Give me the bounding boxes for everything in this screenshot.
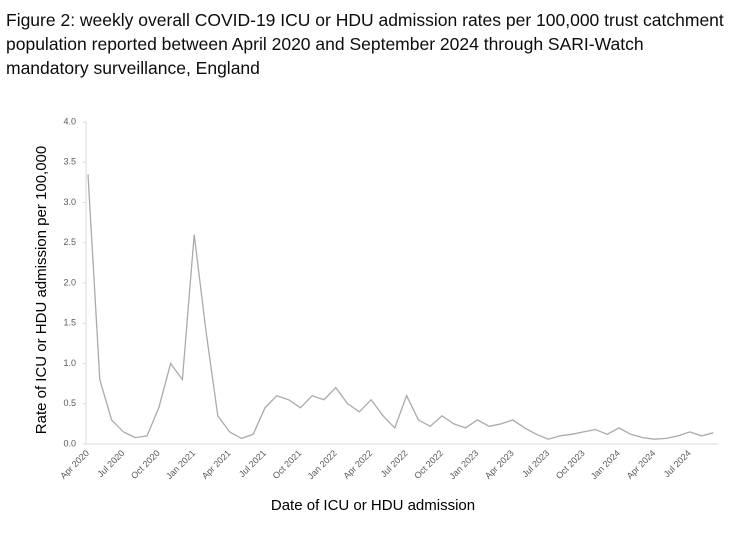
x-tick-label: Jul 2024 — [662, 448, 693, 479]
x-tick-label: Apr 2020 — [58, 448, 91, 481]
x-tick-label: Oct 2023 — [554, 448, 587, 481]
chart-title: Figure 2: weekly overall COVID-19 ICU or… — [6, 10, 724, 78]
x-tick-label: Jul 2023 — [520, 448, 551, 479]
x-tick-label: Jan 2023 — [447, 448, 480, 481]
y-tick-label: 2.0 — [63, 277, 76, 287]
y-tick-label: 0.0 — [63, 438, 76, 448]
x-tick-label: Jan 2021 — [164, 448, 197, 481]
y-axis-title: Rate of ICU or HDU admission per 100,000 — [33, 146, 50, 434]
y-tick-label: 3.0 — [63, 197, 76, 207]
y-tick-label: 1.0 — [63, 358, 76, 368]
x-tick-label: Oct 2022 — [412, 448, 445, 481]
data-line — [87, 174, 714, 440]
x-tick-label: Jul 2021 — [237, 448, 268, 479]
x-tick-label: Oct 2020 — [129, 448, 162, 481]
y-tick-label: 3.5 — [63, 157, 76, 167]
x-tick-label: Jan 2022 — [306, 448, 339, 481]
x-tick-label: Apr 2023 — [483, 448, 516, 481]
x-tick-label: Apr 2022 — [341, 448, 374, 481]
x-axis-title: Date of ICU or HDU admission — [271, 497, 475, 514]
x-tick-label: Oct 2021 — [271, 448, 304, 481]
y-tick-label: 4.0 — [63, 116, 76, 126]
x-tick-label: Jul 2022 — [379, 448, 410, 479]
y-tick-label: 0.5 — [63, 398, 76, 408]
y-tick-label: 1.5 — [63, 318, 76, 328]
x-tick-label: Apr 2021 — [200, 448, 233, 481]
y-tick-label: 2.5 — [63, 237, 76, 247]
x-tick-label: Apr 2024 — [625, 448, 658, 481]
x-tick-label: Jul 2020 — [95, 448, 126, 479]
x-tick-label: Jan 2024 — [589, 448, 622, 481]
